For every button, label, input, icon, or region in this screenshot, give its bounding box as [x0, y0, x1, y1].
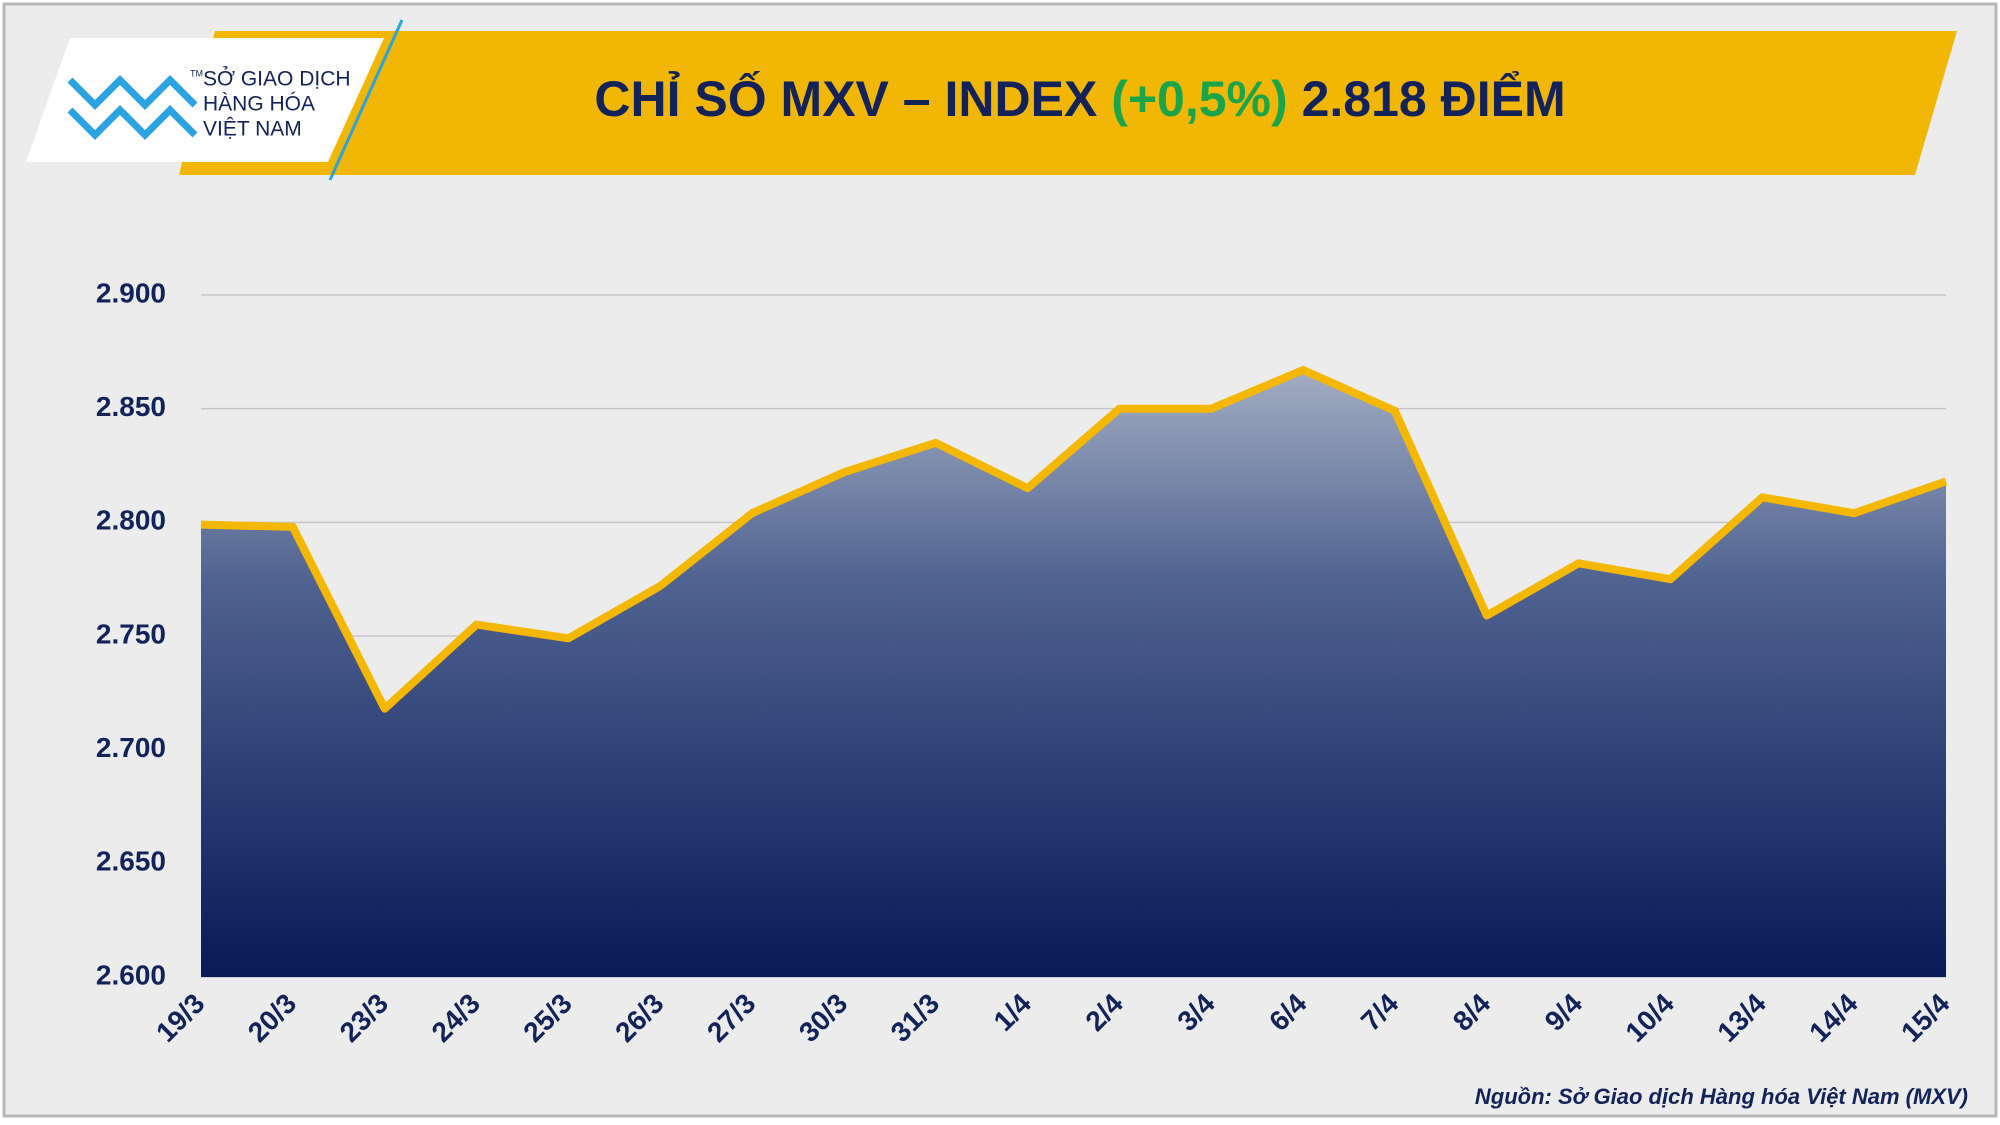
y-tick-label: 2.750	[96, 618, 166, 649]
logo-line: SỞ GIAO DỊCH	[203, 67, 351, 91]
banner-accent	[328, 19, 404, 181]
line	[200, 366, 1948, 713]
y-tick-label: 2.700	[96, 732, 166, 763]
y-tick-label: 2.600	[96, 959, 166, 990]
title-banner	[179, 31, 1957, 175]
y-tick-label: 2.650	[96, 846, 166, 877]
title-part: CHỈ SỐ MXV – INDEX	[594, 70, 1097, 127]
chart-title: CHỈ SỐ MXV – INDEX (+0,5%) 2.818 ĐIỂM	[594, 70, 1565, 127]
area	[201, 370, 1946, 977]
logo-icon	[67, 75, 198, 140]
y-tick-label: 2.850	[96, 391, 166, 422]
logo-line: HÀNG HÓA	[203, 93, 315, 116]
logo-line: VIỆT NAM	[203, 118, 302, 141]
y-tick-label: 2.900	[96, 277, 166, 308]
title-part: 2.818 ĐIỂM	[1302, 71, 1566, 127]
source-note: Nguồn: Sở Giao dịch Hàng hóa Việt Nam (M…	[1475, 1084, 1968, 1109]
title-part: (+0,5%)	[1111, 71, 1287, 127]
y-tick-label: 2.800	[96, 505, 166, 536]
logo-box	[26, 38, 384, 162]
logo-mark: TM	[190, 68, 203, 78]
